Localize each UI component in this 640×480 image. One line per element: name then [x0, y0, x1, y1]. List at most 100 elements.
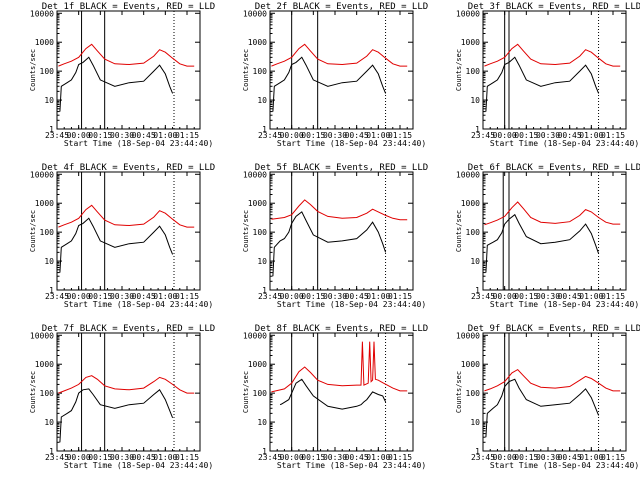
x-tick-label: 01:15: [175, 292, 199, 301]
series-lld-line: [58, 204, 195, 228]
x-tick-label: 00:15: [514, 292, 538, 301]
series-lld-line: [271, 341, 408, 393]
series-events-line: [59, 56, 174, 112]
x-tick-label: 00:00: [280, 131, 304, 140]
x-tick-label: 23:45: [471, 453, 495, 462]
x-tick-label: 23:45: [258, 131, 282, 140]
x-tick-label: 23:45: [45, 292, 69, 301]
x-axis-label: Start Time (18-Sep-04 23:44:40): [490, 139, 639, 148]
y-axis-label: Counts/sec: [455, 371, 463, 413]
series-events-line: [59, 388, 174, 443]
x-axis-label: Start Time (18-Sep-04 23:44:40): [277, 139, 426, 148]
x-tick-label: 00:00: [280, 292, 304, 301]
y-tick-label: 10000: [456, 170, 480, 179]
x-tick-label: 00:00: [67, 131, 91, 140]
y-tick-label: 1000: [248, 360, 267, 369]
detector-plot-5: Det 5f BLACK = Events, RED = LLD23:4500:…: [242, 163, 428, 309]
x-tick-label: 23:45: [471, 292, 495, 301]
x-tick-label: 01:00: [366, 453, 390, 462]
detector-plot-1: Det 1f BLACK = Events, RED = LLD23:4500:…: [29, 2, 215, 148]
x-tick-label: 00:30: [323, 292, 347, 301]
x-tick-label: 23:45: [258, 453, 282, 462]
x-tick-label: 00:30: [323, 453, 347, 462]
y-tick-label: 1000: [248, 38, 267, 47]
y-tick-label: 100: [40, 67, 55, 76]
series-events-line: [272, 211, 387, 277]
detector-plot-6: Det 6f BLACK = Events, RED = LLD23:4500:…: [455, 163, 640, 309]
x-tick-label: 01:00: [153, 131, 177, 140]
plot-frame: [482, 332, 627, 452]
x-axis-label: Start Time (18-Sep-04 23:44:40): [64, 461, 213, 470]
y-tick-label: 1: [49, 447, 54, 456]
plot-title: Det 5f BLACK = Events, RED = LLD: [255, 163, 428, 173]
plot-frame: [269, 10, 414, 130]
y-tick-label: 1000: [35, 199, 54, 208]
x-axis-label: Start Time (18-Sep-04 23:44:40): [64, 139, 213, 148]
x-tick-label: 00:15: [88, 131, 112, 140]
plot-frame: [56, 10, 201, 130]
y-tick-label: 100: [253, 67, 268, 76]
y-tick-label: 10000: [456, 9, 480, 18]
series-events-line: [279, 378, 387, 410]
plot-frame: [269, 332, 414, 452]
plot-frame: [482, 171, 627, 291]
y-axis-label: Counts/sec: [29, 210, 37, 252]
y-tick-label: 1: [49, 125, 54, 134]
y-tick-label: 1: [262, 286, 267, 295]
y-tick-label: 100: [466, 389, 481, 398]
detector-plot-7: Det 7f BLACK = Events, RED = LLD23:4500:…: [29, 324, 215, 470]
y-tick-label: 10: [44, 257, 54, 266]
x-tick-label: 00:15: [301, 131, 325, 140]
y-tick-label: 100: [253, 228, 268, 237]
detector-plot-2: Det 2f BLACK = Events, RED = LLD23:4500:…: [242, 2, 428, 148]
x-tick-label: 00:30: [110, 292, 134, 301]
y-axis-label: Counts/sec: [29, 49, 37, 91]
x-tick-label: 00:15: [514, 453, 538, 462]
series-events-line: [485, 213, 600, 273]
series-lld-line: [271, 43, 408, 67]
y-tick-label: 10: [257, 257, 267, 266]
x-tick-label: 00:00: [67, 453, 91, 462]
x-tick-label: 00:15: [88, 292, 112, 301]
x-tick-label: 00:30: [536, 131, 560, 140]
plot-frame: [56, 171, 201, 291]
x-tick-label: 01:00: [366, 292, 390, 301]
y-tick-label: 1: [49, 286, 54, 295]
y-tick-label: 1000: [461, 38, 480, 47]
plot-title: Det 7f BLACK = Events, RED = LLD: [42, 324, 215, 334]
y-tick-label: 100: [253, 389, 268, 398]
x-tick-label: 01:00: [579, 292, 603, 301]
x-tick-label: 00:45: [132, 131, 156, 140]
x-tick-label: 01:15: [175, 453, 199, 462]
y-tick-label: 1: [475, 125, 480, 134]
x-tick-label: 23:45: [45, 453, 69, 462]
y-tick-label: 1000: [35, 38, 54, 47]
y-tick-label: 100: [40, 228, 55, 237]
y-tick-label: 1: [475, 447, 480, 456]
y-tick-label: 10: [257, 96, 267, 105]
plot-title: Det 4f BLACK = Events, RED = LLD: [42, 163, 215, 173]
series-lld-line: [484, 43, 621, 67]
x-tick-label: 00:30: [323, 131, 347, 140]
x-tick-label: 00:45: [558, 453, 582, 462]
x-tick-label: 00:45: [345, 453, 369, 462]
y-tick-label: 10000: [30, 9, 54, 18]
y-tick-label: 10: [470, 257, 480, 266]
x-tick-label: 00:15: [301, 453, 325, 462]
x-tick-label: 00:00: [493, 292, 517, 301]
series-events-line: [272, 56, 387, 112]
x-tick-label: 00:30: [110, 453, 134, 462]
x-tick-label: 00:30: [536, 453, 560, 462]
series-lld-line: [484, 368, 621, 392]
x-tick-label: 01:00: [579, 131, 603, 140]
y-tick-label: 1000: [248, 199, 267, 208]
x-tick-label: 00:15: [88, 453, 112, 462]
x-tick-label: 01:15: [388, 453, 412, 462]
y-tick-label: 10: [44, 418, 54, 427]
y-tick-label: 10000: [243, 9, 267, 18]
y-tick-label: 10: [44, 96, 54, 105]
y-tick-label: 10000: [456, 331, 480, 340]
y-tick-label: 1000: [35, 360, 54, 369]
y-tick-label: 10000: [30, 331, 54, 340]
x-tick-label: 00:45: [132, 292, 156, 301]
